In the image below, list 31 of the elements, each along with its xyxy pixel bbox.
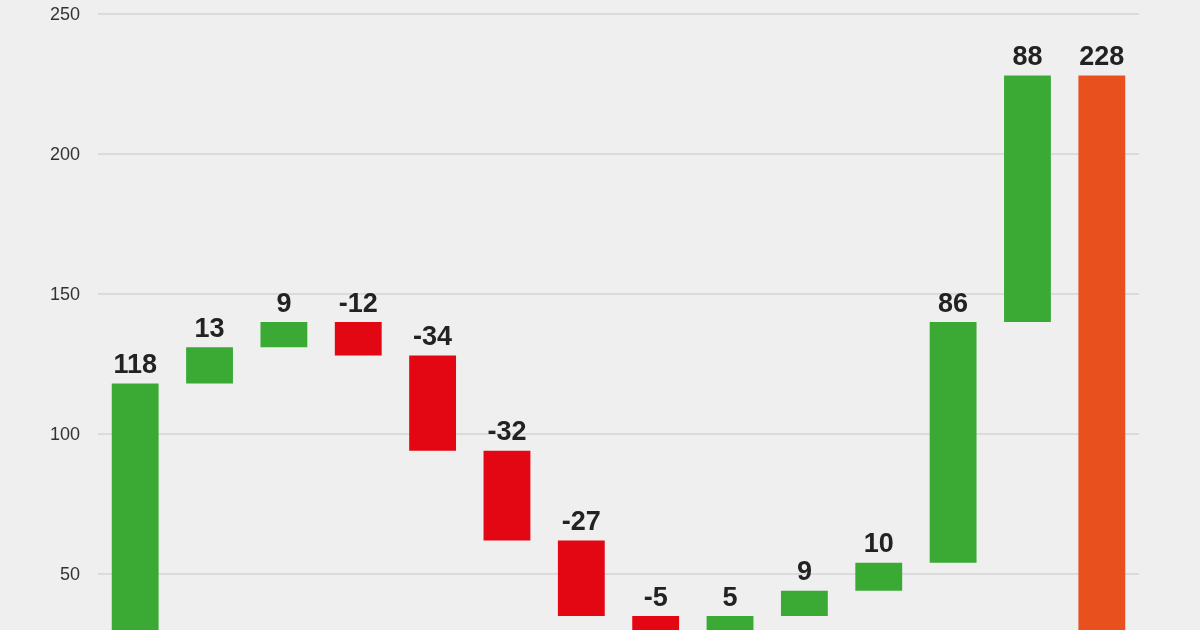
data-label: -12 <box>338 287 378 318</box>
bar <box>1004 75 1051 322</box>
y-tick-label: 50 <box>59 564 80 584</box>
data-label: -27 <box>561 505 601 536</box>
bar <box>483 450 531 541</box>
bar <box>260 322 308 348</box>
data-label: 9 <box>276 287 292 318</box>
bar <box>334 322 382 356</box>
bar <box>780 590 828 616</box>
data-label: 86 <box>938 287 969 318</box>
bar <box>855 562 903 591</box>
bar <box>557 540 605 616</box>
data-label: 118 <box>113 349 157 380</box>
data-label: 13 <box>194 312 225 343</box>
y-tick-label: 200 <box>49 144 80 164</box>
bar <box>409 355 457 451</box>
bar <box>632 616 680 630</box>
data-label: 228 <box>1079 41 1125 72</box>
data-label: 10 <box>863 528 894 559</box>
data-label: 9 <box>796 556 812 587</box>
data-label: -34 <box>413 321 453 352</box>
y-tick-label: 250 <box>49 4 80 24</box>
y-tick-label: 150 <box>49 284 80 304</box>
data-label: -32 <box>487 416 527 447</box>
y-tick-label: 100 <box>49 424 80 444</box>
data-label: 5 <box>722 581 738 612</box>
bar <box>186 347 233 384</box>
data-label: 88 <box>1012 41 1043 72</box>
bar <box>706 616 754 630</box>
bar <box>929 322 977 563</box>
data-label: -5 <box>643 581 668 612</box>
